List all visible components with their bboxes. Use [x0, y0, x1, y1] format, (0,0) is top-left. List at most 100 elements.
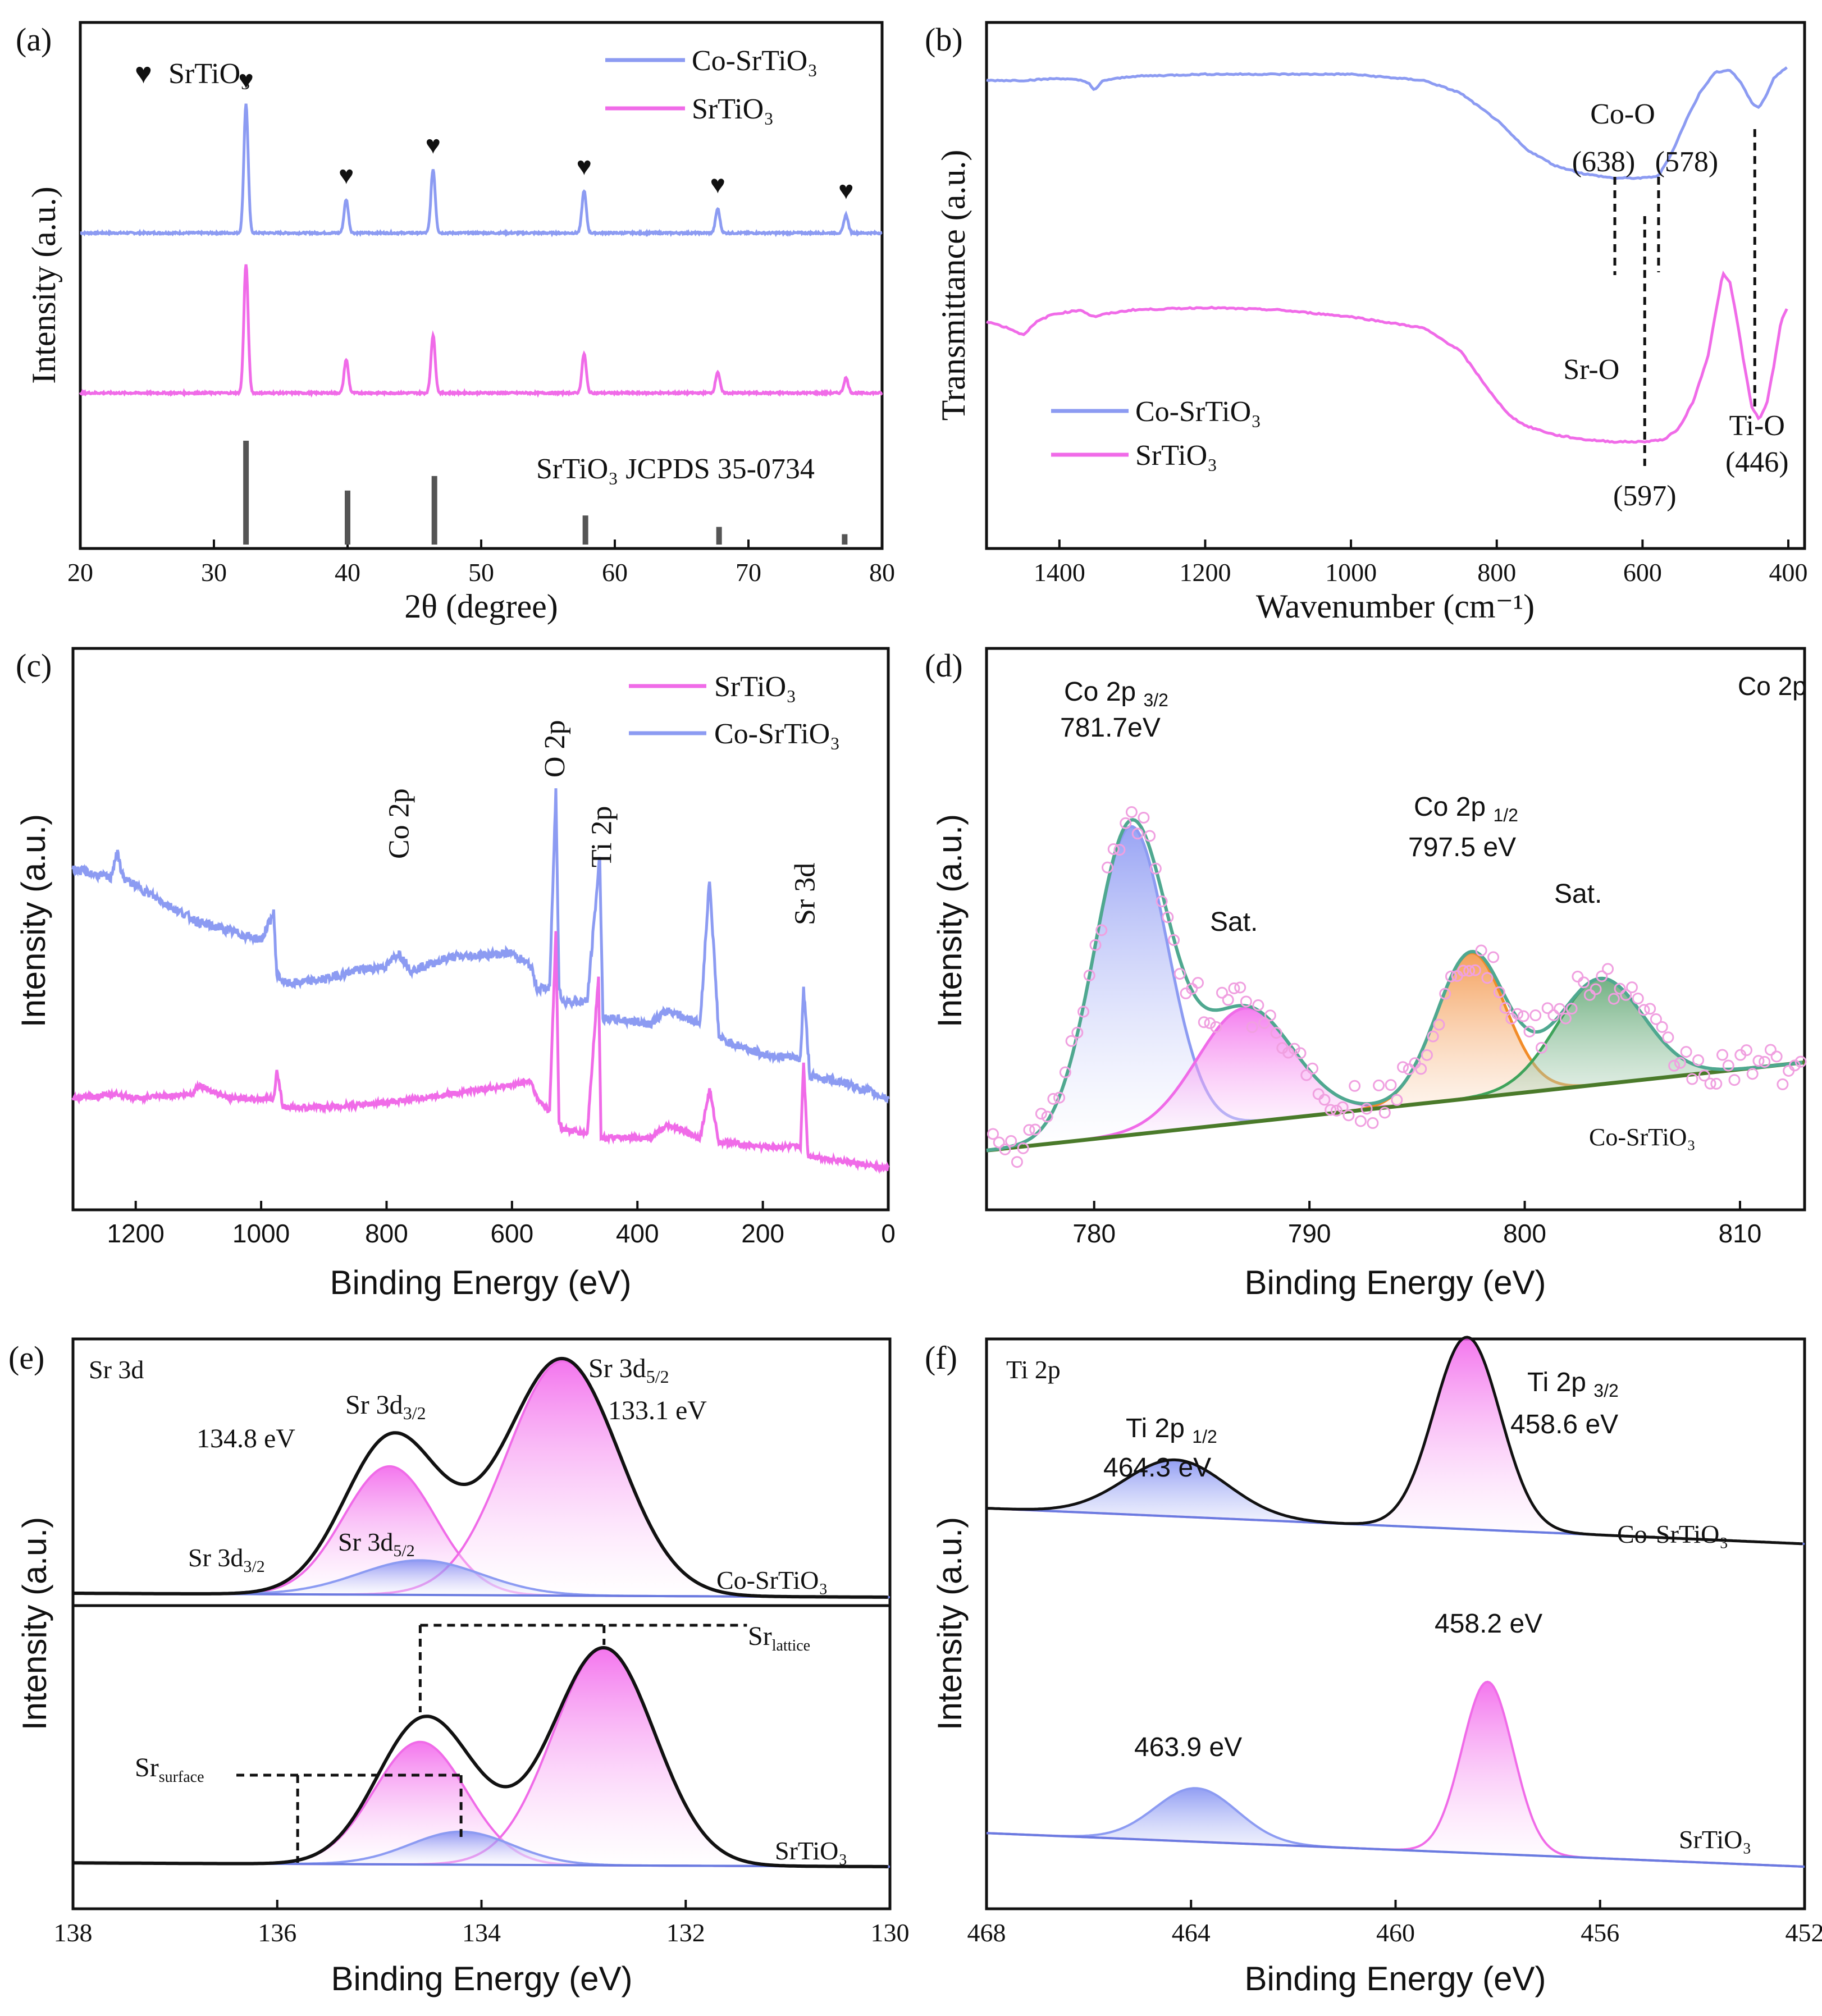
heart-icon: ♥ [710, 170, 725, 199]
component-fill [987, 1788, 1805, 1867]
plot-area: 780 790 800 810 [986, 806, 1807, 1248]
envelope-line [73, 1356, 888, 1599]
data-point [1017, 1142, 1029, 1154]
series-line [71, 931, 890, 1174]
data-point [1204, 1017, 1216, 1030]
data-point [1258, 1017, 1271, 1029]
data-point [1270, 1027, 1282, 1039]
annotation-sub: 3/2 [1143, 690, 1168, 710]
sample-label: Co-SrTiO₃ [716, 1566, 828, 1594]
data-point [1101, 861, 1113, 874]
x-axis-title: Binding Energy (eV) [1245, 1960, 1546, 1997]
svg-text:Sr 3d5/2: Sr 3d5/2 [338, 1528, 415, 1560]
panel-e: (e) 138 136 134 132 130 Sr 3d Co-SrTiO₃ SrTi… [8, 1337, 910, 1997]
heart-icon: ♥ [135, 58, 152, 90]
annotation-sub: surface [159, 1768, 204, 1786]
annotation-text: Sr 3d [345, 1390, 403, 1420]
baseline [986, 1832, 1805, 1868]
data-point [1156, 895, 1168, 908]
x-tick-label: 456 [1581, 1918, 1619, 1947]
x-tick-label: 800 [1503, 1219, 1546, 1248]
plot-area: 1400 1200 1000 800 600 400 Co-O (638) (578) Sr-O (… [986, 66, 1808, 587]
data-point [1252, 999, 1264, 1012]
x-tick-label: 800 [365, 1219, 408, 1248]
reference-bar [842, 534, 848, 545]
annotation-co2p32: Co 2p 3/2 781.7eV [1060, 677, 1168, 743]
x-tick-label: 136 [258, 1918, 296, 1947]
data-point [1234, 981, 1246, 994]
annotation-sat: Sat. [1210, 907, 1258, 937]
annotation-label: (446) [1725, 446, 1789, 478]
annotation-value: 133.1 eV [608, 1396, 707, 1425]
annotation-text: Sr [748, 1621, 772, 1651]
data-point [1680, 1046, 1692, 1058]
data-point [1047, 1092, 1060, 1105]
legend: Co-SrTiO₃ SrTiO₃ [605, 45, 818, 125]
annotation-value: 458.2 eV [1435, 1609, 1542, 1639]
data-point [1318, 1094, 1331, 1106]
data-point [1222, 994, 1234, 1006]
svg-text:Sr 3d3/2: Sr 3d3/2 [345, 1390, 426, 1423]
annotation-label: O 2p [539, 720, 571, 778]
svg-text:Sr 3d5/2: Sr 3d5/2 [588, 1354, 669, 1387]
data-point [1240, 995, 1252, 1008]
panel-label: (b) [925, 21, 963, 58]
data-point [1644, 1003, 1656, 1015]
x-tick-label: 132 [666, 1918, 705, 1947]
data-point [1198, 1016, 1210, 1028]
series-line [986, 66, 1788, 180]
panel-label: (e) [8, 1340, 44, 1376]
data-point [1120, 817, 1132, 829]
data-point [1059, 1066, 1071, 1078]
data-point [1620, 989, 1632, 1001]
reference-bar [716, 527, 722, 545]
series-line [986, 270, 1788, 444]
series-line [80, 103, 883, 237]
data-point [1053, 1091, 1066, 1104]
data-point [1788, 1059, 1801, 1072]
annotation-text: Sr 3d [588, 1354, 646, 1383]
data-point [1783, 1064, 1795, 1077]
data-point [1029, 1123, 1042, 1136]
data-point [1692, 1054, 1705, 1066]
data-point [1391, 1094, 1403, 1106]
heart-icon: ♥ [838, 176, 853, 205]
data-point [1336, 1101, 1349, 1113]
data-point [1005, 1135, 1017, 1147]
annotation-co2p12: Co 2p 1/2 797.5 eV [1408, 792, 1518, 862]
series-line [79, 264, 883, 398]
data-point [1385, 1079, 1397, 1091]
component-fill [73, 1648, 890, 1867]
data-point [1228, 982, 1240, 995]
data-point [1162, 911, 1174, 924]
data-point [1487, 951, 1500, 963]
annotation-text: Co 2p [1414, 792, 1486, 822]
data-point [1764, 1044, 1777, 1056]
data-point [1439, 988, 1451, 1000]
x-tick-label: 600 [1623, 558, 1662, 587]
data-point [1656, 1021, 1668, 1033]
data-point [1674, 1057, 1686, 1069]
svg-text:Ti 2p 1/2: Ti 2p 1/2 [1126, 1414, 1217, 1447]
data-point [1499, 1002, 1512, 1014]
x-tick-label: 1200 [1179, 558, 1231, 587]
annotation-value: 797.5 eV [1408, 833, 1516, 862]
x-axis-title: Binding Energy (eV) [1245, 1264, 1546, 1301]
annotation-sub: 1/2 [1192, 1427, 1217, 1447]
data-point [1625, 981, 1638, 994]
data-point [1445, 970, 1457, 982]
data-point [1107, 843, 1120, 856]
envelope-line [986, 1336, 1803, 1546]
reference-bar [582, 515, 588, 545]
sample-label: SrTiO₃ [775, 1836, 847, 1865]
data-point [1535, 1041, 1547, 1054]
data-point [1306, 1062, 1318, 1075]
annotation-sub: 3/2 [243, 1557, 264, 1576]
data-point [1493, 986, 1505, 998]
x-tick-label: 50 [468, 558, 494, 587]
svg-text:Sr 3d3/2: Sr 3d3/2 [188, 1543, 265, 1576]
annotation-label: Ti 2p [586, 806, 618, 867]
data-point [1349, 1080, 1361, 1092]
data-point [1686, 1073, 1698, 1085]
data-point [1746, 1068, 1759, 1080]
